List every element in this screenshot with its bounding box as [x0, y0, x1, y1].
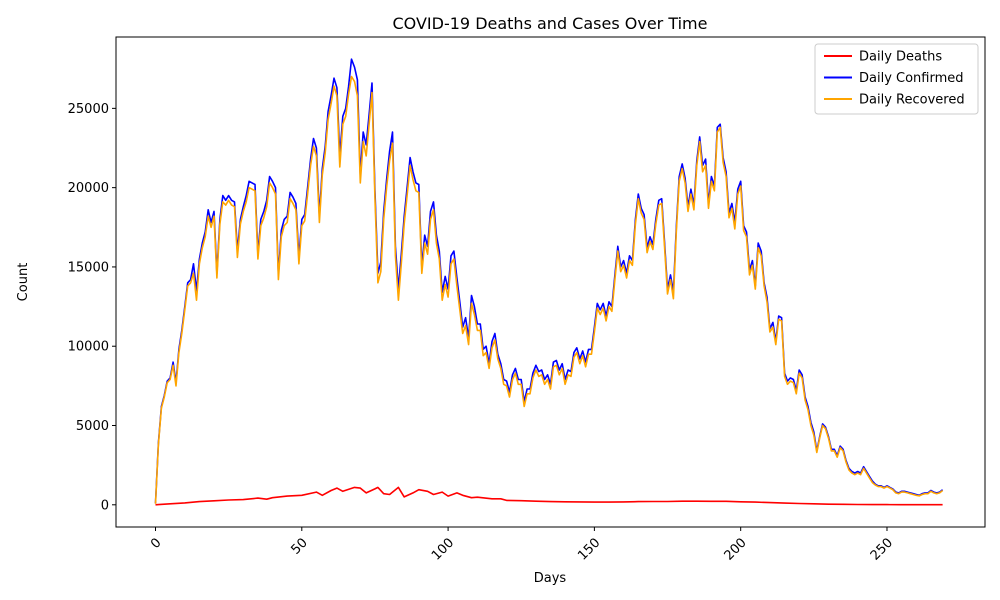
x-axis-ticks: 0 50 100 150 200 250: [148, 527, 896, 564]
x-tick-label: 200: [722, 535, 750, 563]
x-tick-label: 250: [868, 535, 896, 563]
chart-title: COVID-19 Deaths and Cases Over Time: [393, 14, 708, 33]
x-axis-label: Days: [534, 571, 567, 586]
legend: Daily Deaths Daily Confirmed Daily Recover…: [814, 43, 979, 115]
y-tick-label: 5000: [76, 419, 109, 434]
legend-label: Daily Recovered: [859, 93, 965, 108]
y-axis-label: Count: [16, 263, 31, 302]
y-tick-label: 10000: [68, 340, 109, 355]
series-line-daily-deaths: [155, 486, 943, 506]
series-line-daily-recovered: [154, 75, 944, 504]
x-tick-label: 100: [429, 535, 457, 563]
x-tick-label: 0: [148, 535, 164, 551]
legend-label: Daily Confirmed: [859, 71, 964, 86]
legend-box: [814, 43, 979, 115]
y-tick-label: 0: [101, 498, 109, 513]
x-tick-label: 150: [575, 535, 603, 563]
legend-label: Daily Deaths: [859, 50, 942, 65]
y-tick-label: 20000: [68, 181, 109, 196]
series-layer: [154, 58, 944, 506]
y-tick-label: 25000: [68, 102, 109, 117]
y-tick-label: 15000: [68, 260, 109, 275]
x-tick-label: 50: [289, 535, 311, 557]
plot-frame: [115, 36, 986, 528]
y-axis-ticks: 0 5000 10000 15000 20000 25000: [68, 102, 116, 513]
